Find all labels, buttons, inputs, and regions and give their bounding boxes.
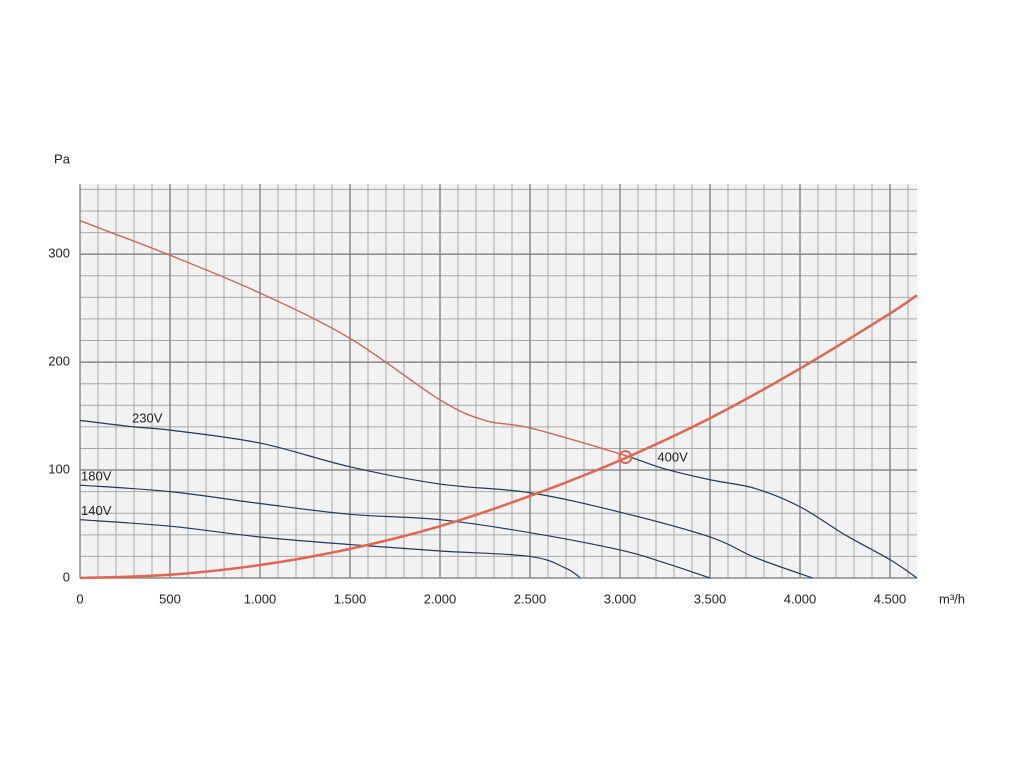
- x-tick-label: 2.500: [514, 591, 547, 606]
- x-tick-label: 3.000: [604, 591, 637, 606]
- y-tick-label: 100: [48, 461, 70, 476]
- y-tick-label: 0: [63, 569, 70, 584]
- x-tick-label: 500: [159, 591, 181, 606]
- x-tick-label: 0: [76, 591, 83, 606]
- curve-label: 180V: [81, 469, 112, 484]
- operating-point: [618, 450, 633, 465]
- curve: [79, 294, 918, 580]
- y-tick-label: 300: [48, 246, 70, 261]
- curve-label: 140V: [81, 503, 112, 518]
- y-tick-label: 200: [48, 354, 70, 369]
- curve: [79, 519, 581, 579]
- curve-label: 230V: [132, 410, 163, 425]
- x-tick-label: 1.000: [244, 591, 277, 606]
- curve-label: 400V: [657, 450, 688, 465]
- curve-upstream: [79, 220, 630, 458]
- y-axis-label: Pa: [54, 151, 71, 166]
- x-tick-label: 4.500: [874, 591, 907, 606]
- x-tick-label: 2.000: [424, 591, 457, 606]
- x-tick-label: 3.500: [694, 591, 727, 606]
- curve: [79, 419, 813, 579]
- x-axis-label: m³/h: [939, 591, 965, 606]
- x-tick-label: 4.000: [784, 591, 817, 606]
- x-tick-label: 1.500: [334, 591, 367, 606]
- curve: [79, 484, 711, 579]
